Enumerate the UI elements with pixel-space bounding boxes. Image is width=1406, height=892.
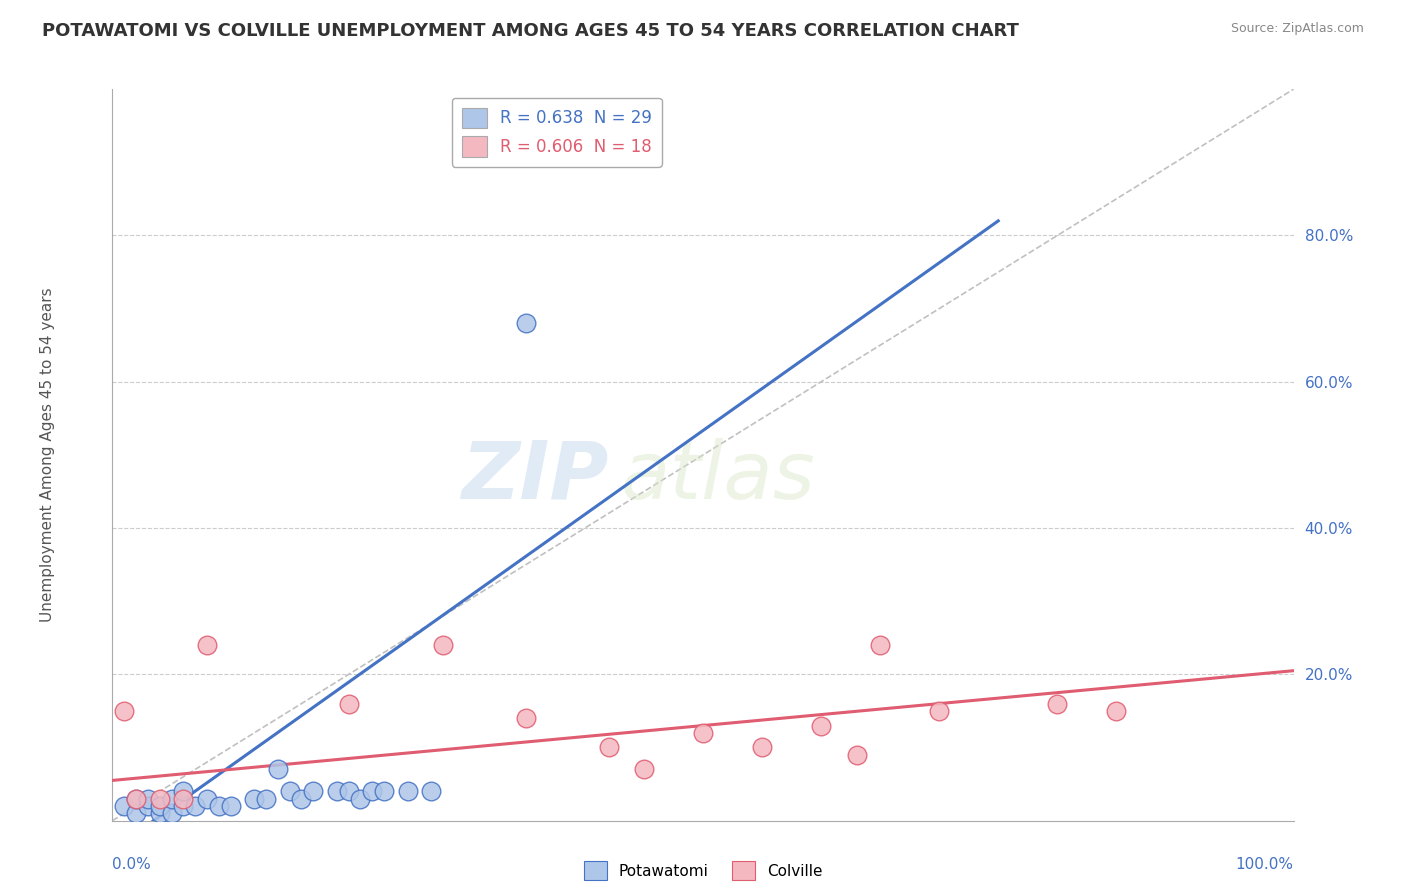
Point bbox=[396, 784, 419, 798]
Point bbox=[373, 784, 395, 798]
Point bbox=[420, 784, 443, 798]
Point bbox=[160, 791, 183, 805]
Point bbox=[290, 791, 312, 805]
Text: 100.0%: 100.0% bbox=[1236, 857, 1294, 872]
Point bbox=[136, 799, 159, 814]
Point bbox=[1046, 697, 1069, 711]
Point bbox=[692, 726, 714, 740]
Legend: Potawatomi, Colville: Potawatomi, Colville bbox=[578, 855, 828, 886]
Point bbox=[149, 799, 172, 814]
Point bbox=[278, 784, 301, 798]
Point bbox=[243, 791, 266, 805]
Point bbox=[810, 718, 832, 732]
Point bbox=[195, 638, 218, 652]
Point bbox=[598, 740, 620, 755]
Point bbox=[267, 763, 290, 777]
Point bbox=[125, 791, 148, 805]
Point bbox=[125, 791, 148, 805]
Point bbox=[515, 316, 537, 330]
Point bbox=[633, 763, 655, 777]
Text: POTAWATOMI VS COLVILLE UNEMPLOYMENT AMONG AGES 45 TO 54 YEARS CORRELATION CHART: POTAWATOMI VS COLVILLE UNEMPLOYMENT AMON… bbox=[42, 22, 1019, 40]
Point bbox=[254, 791, 277, 805]
Point bbox=[326, 784, 349, 798]
Text: atlas: atlas bbox=[620, 438, 815, 516]
Point bbox=[337, 697, 360, 711]
Point bbox=[361, 784, 384, 798]
Point bbox=[928, 704, 950, 718]
Point bbox=[184, 799, 207, 814]
Point bbox=[432, 638, 454, 652]
Point bbox=[112, 704, 135, 718]
Point bbox=[172, 799, 194, 814]
Point bbox=[195, 791, 218, 805]
Point bbox=[149, 806, 172, 821]
Point bbox=[160, 806, 183, 821]
Point bbox=[515, 711, 537, 725]
Text: Unemployment Among Ages 45 to 54 years: Unemployment Among Ages 45 to 54 years bbox=[39, 287, 55, 623]
Point bbox=[208, 799, 231, 814]
Text: ZIP: ZIP bbox=[461, 438, 609, 516]
Point bbox=[172, 784, 194, 798]
Point bbox=[869, 638, 891, 652]
Point bbox=[349, 791, 371, 805]
Text: Source: ZipAtlas.com: Source: ZipAtlas.com bbox=[1230, 22, 1364, 36]
Text: 0.0%: 0.0% bbox=[112, 857, 152, 872]
Point bbox=[751, 740, 773, 755]
Point bbox=[219, 799, 242, 814]
Point bbox=[112, 799, 135, 814]
Point bbox=[172, 791, 194, 805]
Point bbox=[845, 747, 868, 762]
Point bbox=[302, 784, 325, 798]
Point bbox=[1105, 704, 1128, 718]
Point bbox=[125, 806, 148, 821]
Point bbox=[337, 784, 360, 798]
Point bbox=[136, 791, 159, 805]
Point bbox=[149, 791, 172, 805]
